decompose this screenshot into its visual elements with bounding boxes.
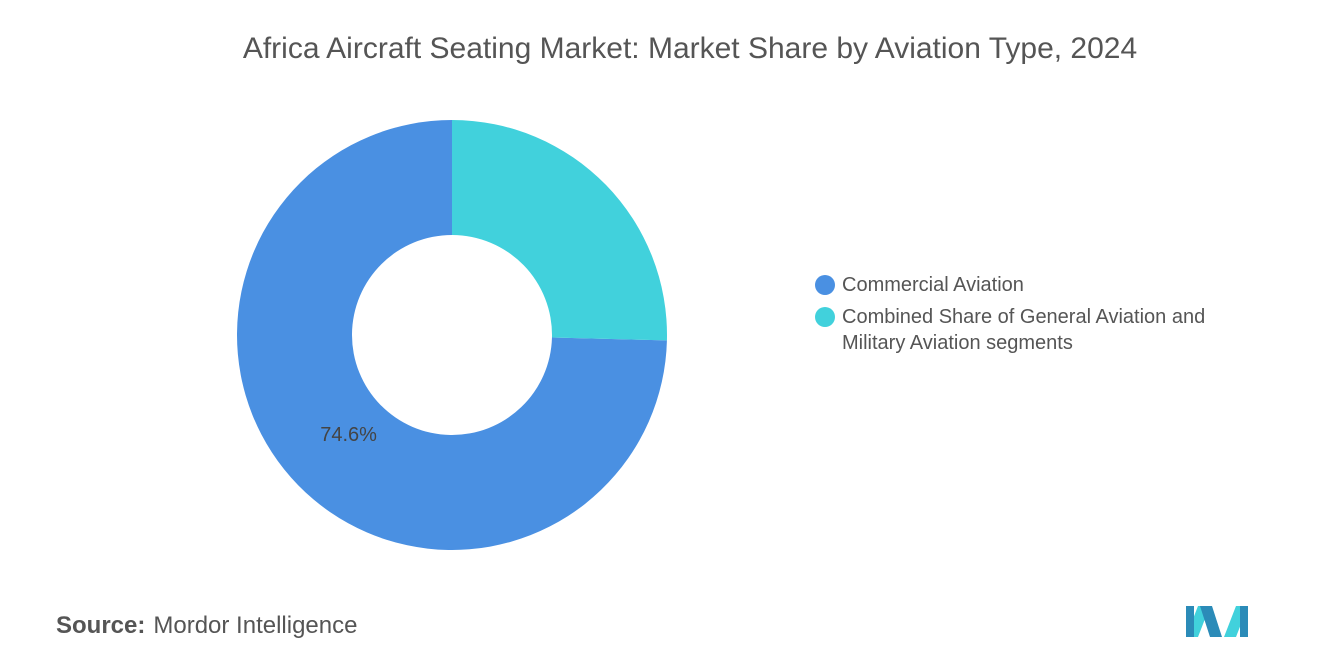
legend-label: Combined Share of General Aviation and M…: [842, 306, 1206, 354]
slice: [452, 120, 667, 341]
legend-item: Combined Share of General Aviation and M…: [815, 304, 1255, 356]
legend-label: Commercial Aviation: [842, 274, 1024, 296]
source-label: Source:: [56, 612, 146, 639]
legend-item: Commercial Aviation: [815, 272, 1255, 298]
legend: Commercial Aviation Combined Share of Gen…: [815, 272, 1255, 362]
legend-swatch: [815, 307, 835, 327]
source: Source: Mordor Intelligence: [56, 612, 357, 640]
logo: [1186, 606, 1248, 637]
source-text: Mordor Intelligence: [153, 612, 358, 639]
chart-title: Africa Aircraft Seating Market: Market S…: [242, 32, 1138, 65]
legend-swatch: [815, 275, 835, 295]
data-label: 74.6%: [320, 424, 377, 446]
slice: [236, 120, 667, 550]
